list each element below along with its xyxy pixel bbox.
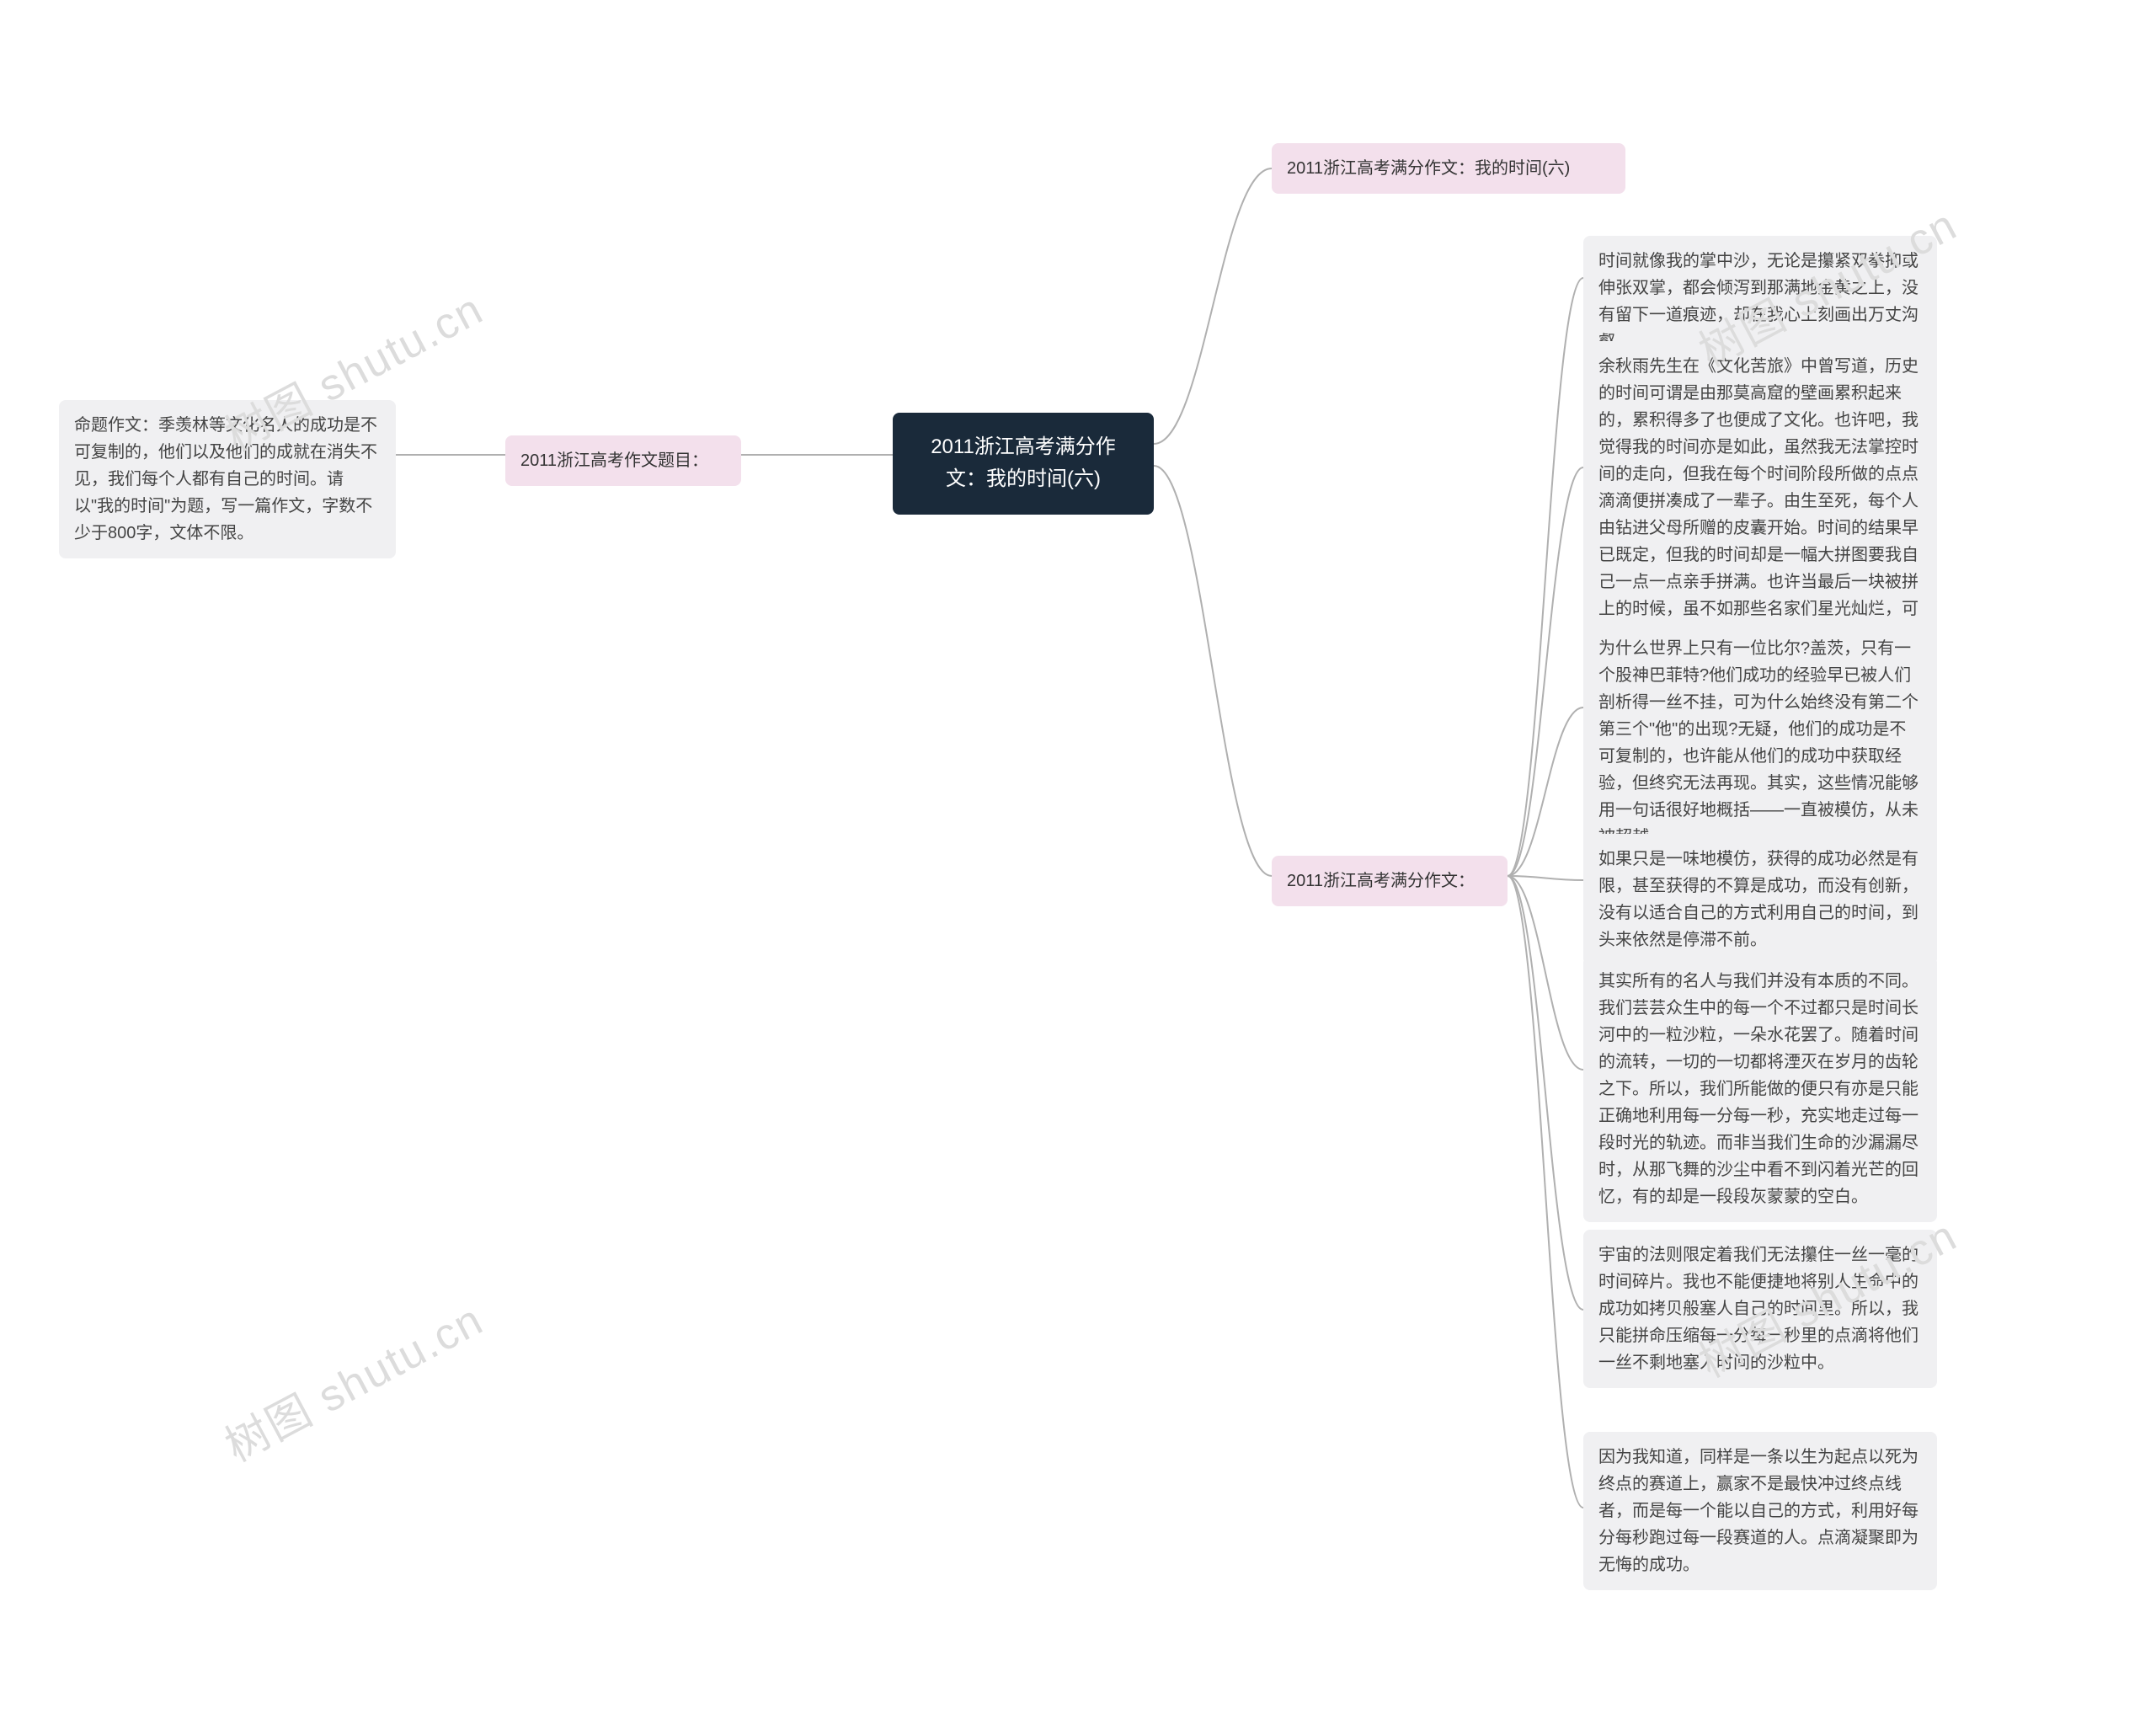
- left-leaf-1-text: 命题作文：季羡林等文化名人的成功是不可复制的，他们以及他们的成就在消失不见，我们…: [74, 416, 377, 542]
- right-branch-2-label: 2011浙江高考满分作文：: [1287, 872, 1475, 890]
- right-branch-2[interactable]: 2011浙江高考满分作文：: [1272, 856, 1508, 906]
- right-leaf-6-text: 因为我知道，同样是一条以生为起点以死为终点的赛道上，赢家不是最快冲过终点线者，而…: [1598, 1448, 1919, 1574]
- right-leaf-6[interactable]: 因为我知道，同样是一条以生为起点以死为终点的赛道上，赢家不是最快冲过终点线者，而…: [1583, 1432, 1937, 1590]
- right-leaf-5[interactable]: 宇宙的法则限定着我们无法攥住一丝一毫的时间碎片。我也不能便捷地将别人生命中的成功…: [1583, 1230, 1937, 1388]
- right-leaf-0-text: 时间就像我的掌中沙，无论是攥紧双拳抑或伸张双掌，都会倾泻到那满地金黄之上，没有留…: [1598, 252, 1919, 351]
- left-branch-1[interactable]: 2011浙江高考作文题目：: [505, 435, 741, 486]
- left-branch-1-label: 2011浙江高考作文题目：: [520, 451, 708, 470]
- right-leaf-5-text: 宇宙的法则限定着我们无法攥住一丝一毫的时间碎片。我也不能便捷地将别人生命中的成功…: [1598, 1246, 1919, 1372]
- right-leaf-2-text: 为什么世界上只有一位比尔?盖茨，只有一个股神巴菲特?他们成功的经验早已被人们剖析…: [1598, 639, 1919, 846]
- right-leaf-4-text: 其实所有的名人与我们并没有本质的不同。我们芸芸众生中的每一个不过都只是时间长河中…: [1598, 972, 1919, 1206]
- right-leaf-4[interactable]: 其实所有的名人与我们并没有本质的不同。我们芸芸众生中的每一个不过都只是时间长河中…: [1583, 956, 1937, 1222]
- root-node[interactable]: 2011浙江高考满分作文：我的时间(六): [893, 413, 1154, 515]
- left-leaf-1[interactable]: 命题作文：季羡林等文化名人的成功是不可复制的，他们以及他们的成就在消失不见，我们…: [59, 400, 396, 558]
- watermark-2: 树图 shutu.cn: [212, 1284, 493, 1473]
- right-leaf-3-text: 如果只是一味地模仿，获得的成功必然是有限，甚至获得的不算是成功，而没有创新，没有…: [1598, 850, 1919, 949]
- right-branch-1[interactable]: 2011浙江高考满分作文：我的时间(六): [1272, 143, 1625, 194]
- right-leaf-3[interactable]: 如果只是一味地模仿，获得的成功必然是有限，甚至获得的不算是成功，而没有创新，没有…: [1583, 834, 1937, 965]
- root-label: 2011浙江高考满分作文：我的时间(六): [931, 435, 1116, 490]
- right-leaf-2[interactable]: 为什么世界上只有一位比尔?盖茨，只有一个股神巴菲特?他们成功的经验早已被人们剖析…: [1583, 623, 1937, 862]
- right-branch-1-label: 2011浙江高考满分作文：我的时间(六): [1287, 159, 1570, 178]
